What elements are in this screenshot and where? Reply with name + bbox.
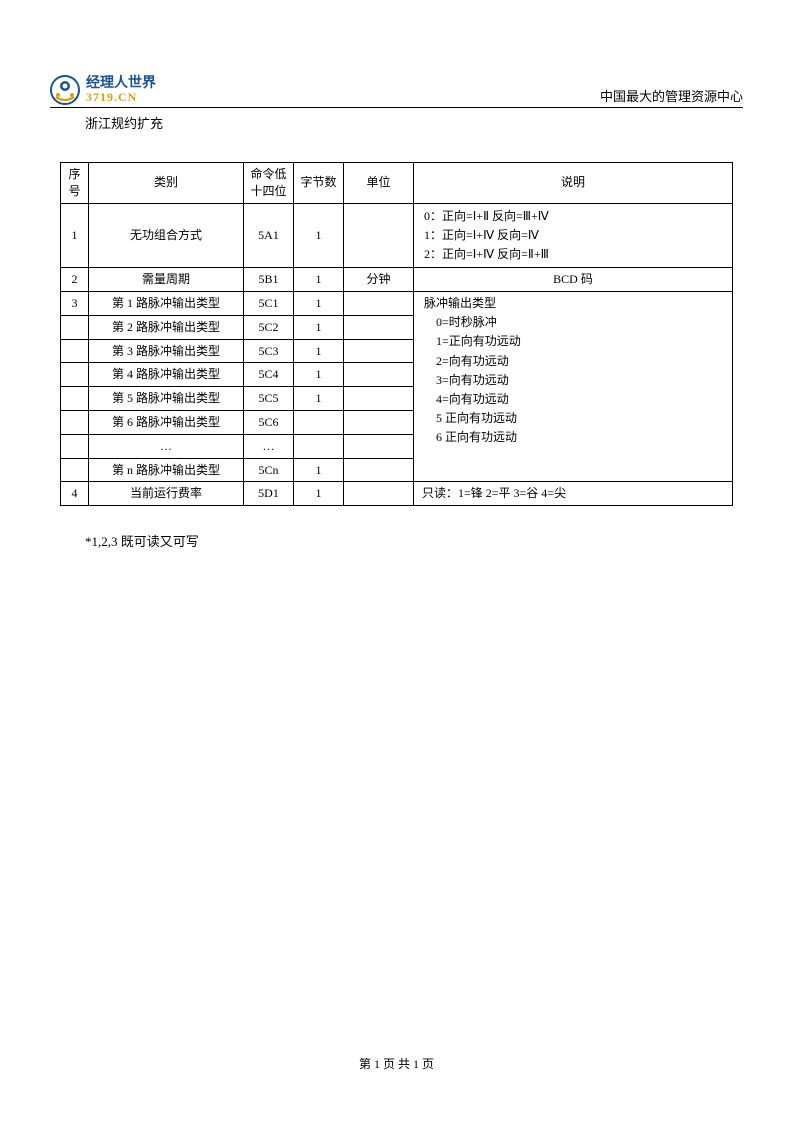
cell-cat: 第 2 路脉冲输出类型 <box>89 315 244 339</box>
desc-line: 4=向有功远动 <box>424 390 728 409</box>
cell-unit: 分钟 <box>344 268 414 292</box>
desc-line: 0=时秒脉冲 <box>424 313 728 332</box>
cell-bytes: 1 <box>294 339 344 363</box>
cell-cat: 第 n 路脉冲输出类型 <box>89 458 244 482</box>
th-unit: 单位 <box>344 163 414 204</box>
cell-unit <box>344 458 414 482</box>
cell-bytes: 1 <box>294 315 344 339</box>
cell-unit <box>344 291 414 315</box>
table-row: 3 第 1 路脉冲输出类型 5C1 1 脉冲输出类型 0=时秒脉冲 1=正向有功… <box>61 291 733 315</box>
cell-seq <box>61 363 89 387</box>
cell-unit <box>344 434 414 458</box>
cell-bytes: 1 <box>294 387 344 411</box>
logo-area: 经理人世界 3719.CN <box>50 75 156 105</box>
cell-unit <box>344 203 414 268</box>
logo-url-text: 3719.CN <box>86 91 156 103</box>
cell-bytes: 1 <box>294 363 344 387</box>
cell-unit <box>344 315 414 339</box>
cell-seq <box>61 315 89 339</box>
cell-cat: 第 1 路脉冲输出类型 <box>89 291 244 315</box>
page-header: 经理人世界 3719.CN 中国最大的管理资源中心 <box>50 75 743 108</box>
th-seq: 序号 <box>61 163 89 204</box>
subtitle: 浙江规约扩充 <box>85 113 743 132</box>
cell-cat: 第 3 路脉冲输出类型 <box>89 339 244 363</box>
th-bytes: 字节数 <box>294 163 344 204</box>
cell-cmd: 5B1 <box>244 268 294 292</box>
th-cat: 类别 <box>89 163 244 204</box>
data-table-wrap: 序号 类别 命令低十四位 字节数 单位 说明 1 无功组合方式 5A1 1 0：… <box>60 162 733 506</box>
desc-line: 2=向有功远动 <box>424 352 728 371</box>
cell-cmd: 5Cn <box>244 458 294 482</box>
cell-cmd: 5C6 <box>244 410 294 434</box>
desc-line: 0：正向=Ⅰ+Ⅱ 反向=Ⅲ+Ⅳ <box>424 207 728 226</box>
cell-unit <box>344 339 414 363</box>
cell-cat: 第 4 路脉冲输出类型 <box>89 363 244 387</box>
table-header-row: 序号 类别 命令低十四位 字节数 单位 说明 <box>61 163 733 204</box>
desc-line: 1=正向有功远动 <box>424 332 728 351</box>
cell-seq: 4 <box>61 482 89 506</box>
desc-line: 3=向有功远动 <box>424 371 728 390</box>
cell-cmd: 5A1 <box>244 203 294 268</box>
page-number: 第 1 页 共 1 页 <box>0 1055 793 1072</box>
cell-cmd: 5C4 <box>244 363 294 387</box>
cell-cat: 无功组合方式 <box>89 203 244 268</box>
cell-bytes: 1 <box>294 291 344 315</box>
desc-line: 1：正向=Ⅰ+Ⅳ 反向=Ⅳ <box>424 226 728 245</box>
cell-bytes <box>294 434 344 458</box>
cell-cat: 当前运行费率 <box>89 482 244 506</box>
cell-bytes: 1 <box>294 482 344 506</box>
cell-cmd: 5C3 <box>244 339 294 363</box>
cell-bytes: 1 <box>294 268 344 292</box>
cell-bytes <box>294 410 344 434</box>
cell-seq: 2 <box>61 268 89 292</box>
cell-cat: 第 5 路脉冲输出类型 <box>89 387 244 411</box>
cell-cat: 第 6 路脉冲输出类型 <box>89 410 244 434</box>
cell-cmd: 5C1 <box>244 291 294 315</box>
cell-desc: BCD 码 <box>414 268 733 292</box>
cell-seq <box>61 387 89 411</box>
th-cmd: 命令低十四位 <box>244 163 294 204</box>
cell-seq: 3 <box>61 291 89 315</box>
logo-icon <box>50 75 80 105</box>
cell-cmd: 5C5 <box>244 387 294 411</box>
footnote: *1,2,3 既可读又可写 <box>85 531 743 550</box>
cell-cmd: … <box>244 434 294 458</box>
table-row: 2 需量周期 5B1 1 分钟 BCD 码 <box>61 268 733 292</box>
cell-cmd: 5D1 <box>244 482 294 506</box>
cell-unit <box>344 363 414 387</box>
desc-line: 6 正向有功远动 <box>424 428 728 447</box>
cell-cat: 需量周期 <box>89 268 244 292</box>
cell-unit <box>344 482 414 506</box>
cell-bytes: 1 <box>294 458 344 482</box>
cell-desc: 只读：1=锋 2=平 3=谷 4=尖 <box>414 482 733 506</box>
cell-unit <box>344 410 414 434</box>
cell-pulse-desc: 脉冲输出类型 0=时秒脉冲 1=正向有功远动 2=向有功远动 3=向有功远动 4… <box>414 291 733 481</box>
logo-text: 经理人世界 3719.CN <box>86 77 156 103</box>
desc-line: 2：正向=Ⅰ+Ⅳ 反向=Ⅱ+Ⅲ <box>424 245 728 264</box>
cell-unit <box>344 387 414 411</box>
th-desc: 说明 <box>414 163 733 204</box>
desc-title: 脉冲输出类型 <box>424 294 728 313</box>
cell-seq <box>61 434 89 458</box>
logo-cn-text: 经理人世界 <box>86 77 156 91</box>
cell-seq <box>61 410 89 434</box>
desc-line: 5 正向有功远动 <box>424 409 728 428</box>
cell-desc: 0：正向=Ⅰ+Ⅱ 反向=Ⅲ+Ⅳ 1：正向=Ⅰ+Ⅳ 反向=Ⅳ 2：正向=Ⅰ+Ⅳ 反… <box>414 203 733 268</box>
cell-seq: 1 <box>61 203 89 268</box>
cell-cat: … <box>89 434 244 458</box>
table-row: 4 当前运行费率 5D1 1 只读：1=锋 2=平 3=谷 4=尖 <box>61 482 733 506</box>
cell-cmd: 5C2 <box>244 315 294 339</box>
cell-seq <box>61 458 89 482</box>
data-table: 序号 类别 命令低十四位 字节数 单位 说明 1 无功组合方式 5A1 1 0：… <box>60 162 733 506</box>
cell-bytes: 1 <box>294 203 344 268</box>
header-right-text: 中国最大的管理资源中心 <box>600 86 743 105</box>
cell-seq <box>61 339 89 363</box>
table-row: 1 无功组合方式 5A1 1 0：正向=Ⅰ+Ⅱ 反向=Ⅲ+Ⅳ 1：正向=Ⅰ+Ⅳ … <box>61 203 733 268</box>
